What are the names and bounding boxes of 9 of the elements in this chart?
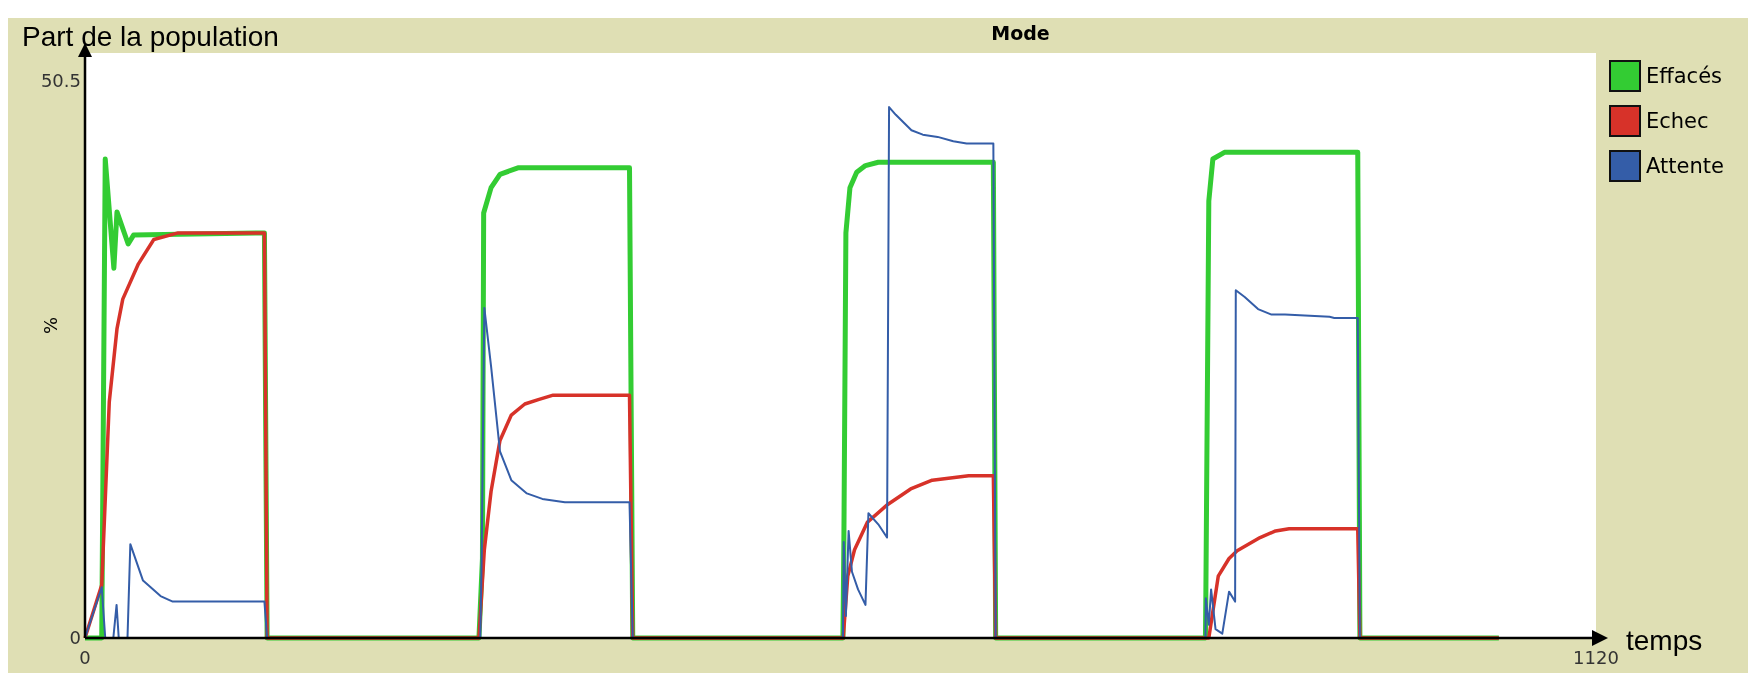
y-tick-label: 50.5 [40,69,81,91]
x-axis-title: temps [1626,625,1703,656]
legend-label: Effacés [1646,64,1723,89]
x-tick-label: 1120 [1573,647,1619,668]
text: Part de la population [22,21,279,52]
legend-label: Echec [1646,109,1709,134]
chart-title: Mode [991,22,1050,44]
legend-label: Attente [1646,154,1724,179]
y-axis-title: % [40,316,61,335]
